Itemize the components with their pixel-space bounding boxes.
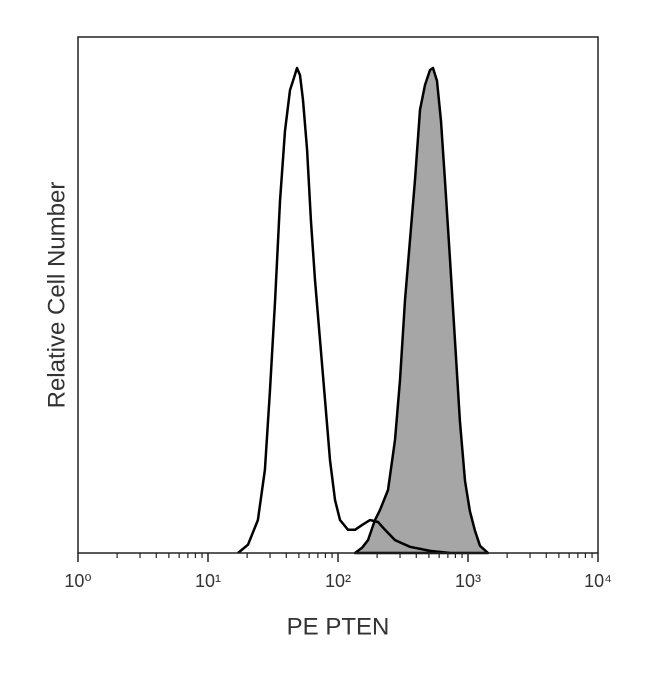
x-tick-label: 10¹ bbox=[195, 571, 221, 591]
x-tick-label: 10² bbox=[325, 571, 351, 591]
x-axis-label: PE PTEN bbox=[287, 613, 390, 640]
x-tick-label: 10⁰ bbox=[64, 571, 91, 591]
filled-histogram bbox=[353, 66, 490, 555]
x-tick-label: 10⁴ bbox=[584, 571, 612, 591]
outline-histogram bbox=[237, 66, 451, 555]
plot-frame bbox=[77, 36, 599, 554]
y-axis-label: Relative Cell Number bbox=[43, 182, 70, 409]
x-tick-label: 10³ bbox=[455, 571, 481, 591]
